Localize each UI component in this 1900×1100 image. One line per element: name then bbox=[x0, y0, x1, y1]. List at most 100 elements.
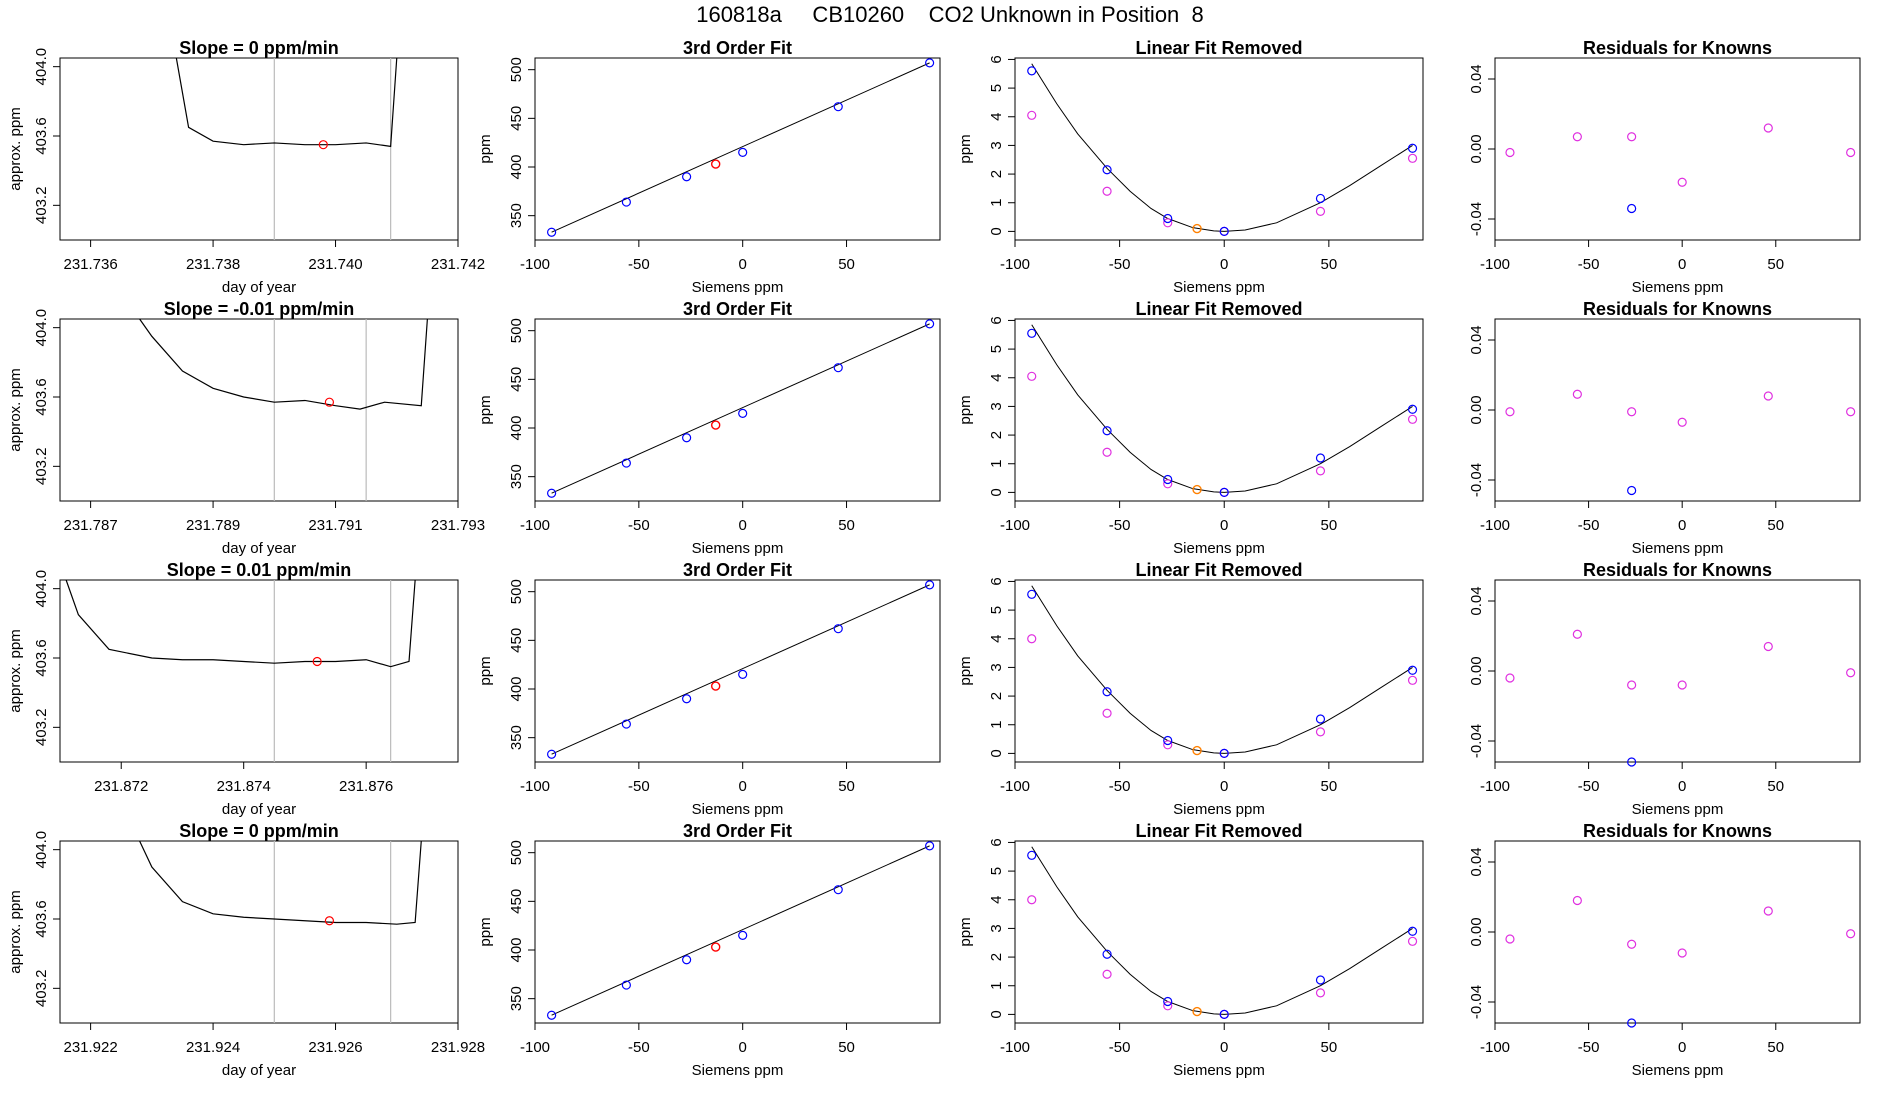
panel-4-3-xtick-label: 0 bbox=[1220, 1039, 1228, 1056]
panel-1-2-xlabel: Siemens ppm bbox=[692, 279, 784, 296]
panel-1-4-xtick-label: 0 bbox=[1678, 256, 1686, 273]
panel-4-2-ylabel: ppm bbox=[477, 917, 494, 946]
panel-4-4-ytick-label: 0.04 bbox=[1468, 847, 1485, 876]
panel-3-2-ytick-label: 450 bbox=[508, 628, 525, 653]
panel-4-1-title: Slope = 0 ppm/min bbox=[179, 821, 339, 841]
panel-2-2-xtick-label: -50 bbox=[628, 517, 650, 534]
panel-1-2-known-point bbox=[925, 58, 935, 68]
panel-1-3-ytick-label: 2 bbox=[988, 170, 1005, 178]
panel-1-3-ytick-label: 1 bbox=[988, 199, 1005, 207]
panel-3-4-xtick-label: 50 bbox=[1767, 778, 1784, 795]
panel-1-3-ytick-label: 3 bbox=[988, 141, 1005, 149]
panel-4-3-ylabel: ppm bbox=[957, 917, 974, 946]
panel-2-2-ylabel: ppm bbox=[477, 395, 494, 424]
panel-3-1-trace bbox=[65, 579, 416, 668]
panel-4-2-known-point bbox=[833, 885, 843, 895]
panel-4-4-xlabel: Siemens ppm bbox=[1632, 1062, 1724, 1079]
panel-3-1-title: Slope = 0.01 ppm/min bbox=[167, 560, 352, 580]
panel-3-3-xtick-label: -50 bbox=[1109, 778, 1131, 795]
panel-2-2-frame bbox=[534, 318, 941, 502]
panel-1-2-ytick-label: 450 bbox=[508, 106, 525, 131]
panel-2-3-linear-point bbox=[1027, 371, 1037, 381]
panel-3-3-ytick-label: 5 bbox=[988, 606, 1005, 614]
panel-4-3-fit-curve bbox=[1031, 846, 1413, 1015]
panel-3-2-frame bbox=[534, 579, 941, 763]
panel-1-2-frame bbox=[534, 57, 941, 241]
panel-1-2-title: 3rd Order Fit bbox=[683, 38, 792, 58]
panel-1-4-ytick-label: 0.04 bbox=[1468, 64, 1485, 93]
panel-4-3-frame bbox=[1014, 840, 1424, 1024]
panel-4-1-xtick-label: 231.928 bbox=[431, 1039, 485, 1056]
panel-2-2-known-point bbox=[682, 433, 692, 443]
panel-1-1-unknown-point bbox=[318, 140, 328, 150]
panel-2-4-xtick-label: -100 bbox=[1480, 517, 1510, 534]
panel-1-2-xtick-label: 0 bbox=[739, 256, 747, 273]
panel-3-2-known-point bbox=[738, 669, 748, 680]
panel-4-2-known-point bbox=[738, 930, 748, 941]
panel-2-1-xlabel: day of year bbox=[222, 540, 296, 557]
panel-4-3-ytick-label: 1 bbox=[988, 982, 1005, 990]
panel-4-4-frame bbox=[1494, 840, 1861, 1024]
panel-2-1-xtick-label: 231.793 bbox=[431, 517, 485, 534]
panel-2-3-ytick-label: 1 bbox=[988, 460, 1005, 468]
panel-3-1-ytick-label: 404.0 bbox=[33, 570, 50, 608]
panel-1-1-xtick-label: 231.740 bbox=[308, 256, 362, 273]
panel-4-2-unknown-point bbox=[710, 942, 721, 952]
panel-2-1-ytick-label: 403.6 bbox=[33, 378, 50, 416]
panel-3-3-title: Linear Fit Removed bbox=[1135, 560, 1302, 580]
panel-3-4-residual-point bbox=[1572, 629, 1582, 639]
panel-1-1-ytick-label: 403.2 bbox=[33, 187, 50, 225]
panel-4-2-xtick-label: -50 bbox=[628, 1039, 650, 1056]
panel-1-3-xtick-label: -50 bbox=[1109, 256, 1131, 273]
panel-1-1-ylabel: approx. ppm bbox=[7, 107, 24, 190]
panel-2-1-unknown-point bbox=[324, 397, 335, 407]
panel-3-2-xtick-label: 50 bbox=[838, 778, 855, 795]
panel-3-2-ytick-label: 400 bbox=[508, 676, 525, 701]
panel-1-2-known-point bbox=[547, 227, 557, 237]
panel-2-4-ytick-label: 0.04 bbox=[1468, 325, 1485, 354]
panel-1-3-ytick-label: 0 bbox=[988, 227, 1005, 235]
panel-3-3-linear-point bbox=[1315, 727, 1326, 737]
panel-3-2-ytick-label: 500 bbox=[508, 579, 525, 604]
panel-1-4-residual-point bbox=[1627, 132, 1637, 142]
panel-2-1-trace bbox=[139, 318, 428, 410]
panel-4-1-trace bbox=[139, 840, 422, 925]
panel-2-3-ylabel: ppm bbox=[957, 395, 974, 424]
panel-2-2-ytick-label: 400 bbox=[508, 415, 525, 440]
panel-2-2-ytick-label: 500 bbox=[508, 318, 525, 343]
panel-2-3-known-point bbox=[1219, 487, 1229, 498]
panel-1-3-known-point bbox=[1219, 226, 1229, 237]
panel-4-2-known-point bbox=[621, 980, 631, 990]
panel-2-4-residual-point bbox=[1505, 407, 1515, 417]
panel-2-3-linear-point bbox=[1102, 447, 1112, 457]
panel-3-1-unknown-point bbox=[312, 656, 322, 667]
panel-4-1-frame bbox=[59, 840, 459, 1024]
panel-1-3-title: Linear Fit Removed bbox=[1135, 38, 1302, 58]
panel-2-4-ytick-label: 0.00 bbox=[1468, 395, 1485, 424]
panel-3-3-xlabel: Siemens ppm bbox=[1173, 801, 1265, 818]
panel-2-4-residual-point bbox=[1677, 417, 1687, 427]
panel-4-3-ytick-label: 3 bbox=[988, 924, 1005, 932]
panel-4-4-residual-point bbox=[1627, 939, 1637, 949]
panel-1-4-residual-point bbox=[1677, 177, 1687, 187]
panel-3-3-linear-point bbox=[1163, 740, 1173, 750]
panel-3-2-known-point bbox=[547, 749, 557, 759]
panel-2-3-known-point bbox=[1102, 426, 1112, 436]
panel-4-1-xtick-label: 231.922 bbox=[63, 1039, 117, 1056]
panel-3-4-ytick-label: 0.04 bbox=[1468, 586, 1485, 615]
panel-1-2-ytick-label: 350 bbox=[508, 203, 525, 228]
panel-2-2-ytick-label: 350 bbox=[508, 464, 525, 489]
panel-4-1-unknown-point bbox=[324, 916, 335, 926]
panel-3-4-residual-point bbox=[1505, 673, 1515, 683]
panel-3-4-xlabel: Siemens ppm bbox=[1632, 801, 1724, 818]
panel-1-3-linear-point bbox=[1027, 110, 1037, 120]
panel-4-2-ytick-label: 500 bbox=[508, 840, 525, 865]
panel-4-1-xtick-label: 231.926 bbox=[308, 1039, 362, 1056]
panel-3-1-xtick-label: 231.874 bbox=[217, 778, 271, 795]
panel-1-2-ytick-label: 500 bbox=[508, 57, 525, 82]
panel-4-3-linear-point bbox=[1407, 936, 1418, 946]
panel-1-4-known-point bbox=[1627, 203, 1637, 214]
panel-4-3-xtick-label: 50 bbox=[1321, 1039, 1338, 1056]
panel-3-1-ytick-label: 403.6 bbox=[33, 639, 50, 677]
panel-3-3-known-point bbox=[1163, 735, 1173, 746]
